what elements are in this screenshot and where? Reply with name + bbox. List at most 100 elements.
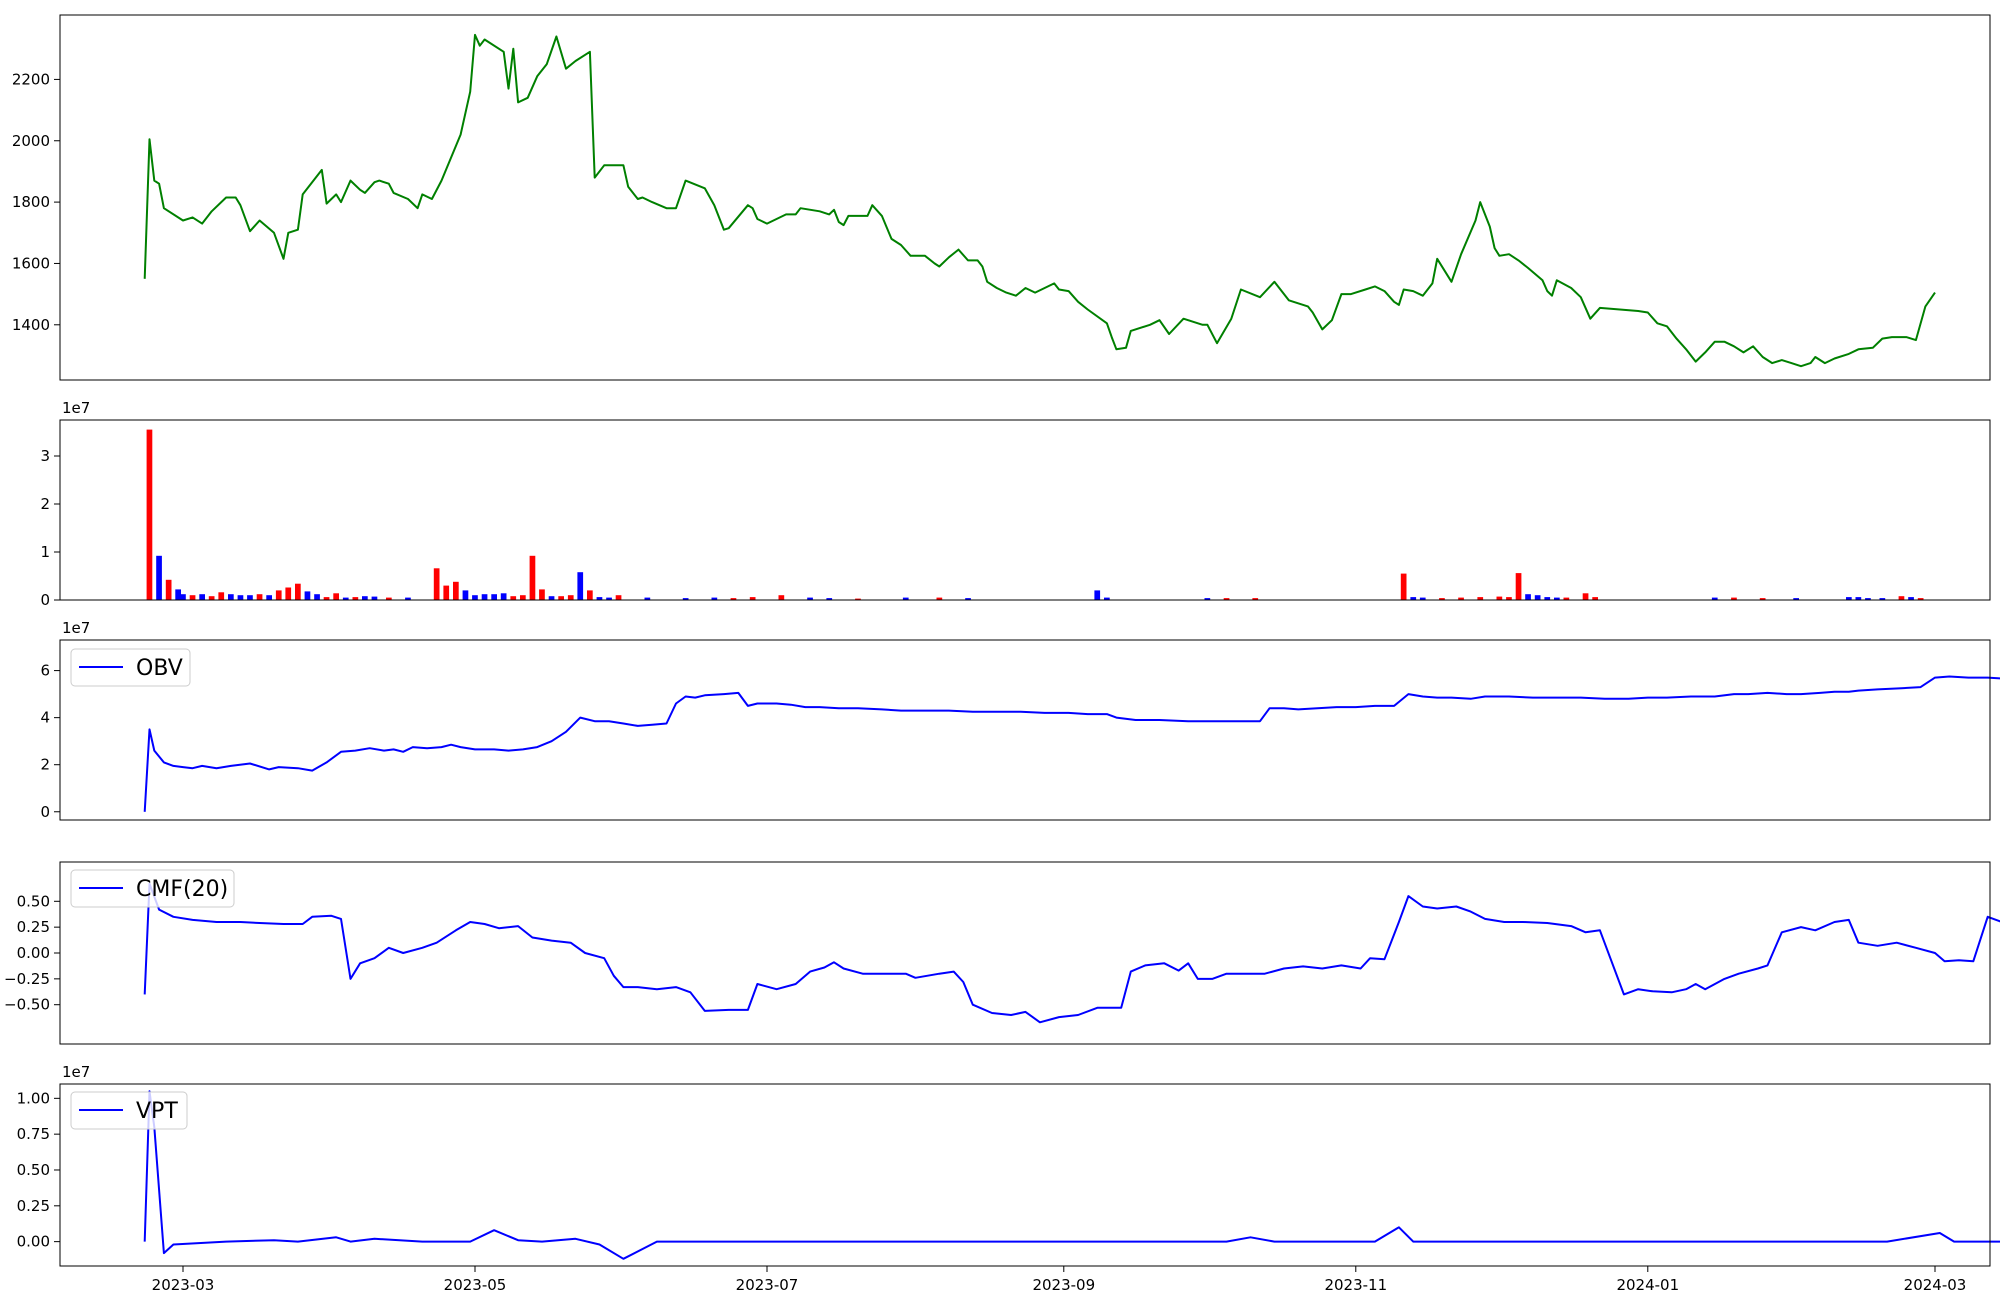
volume-bar: [362, 596, 368, 600]
x-tick-label: 2023-11: [1324, 1276, 1387, 1294]
volume-bar: [275, 590, 282, 600]
volume-bar: [189, 595, 196, 600]
volume-bar: [1223, 598, 1230, 600]
vpt-axes-frame: [59, 1083, 1991, 1267]
vpt-legend-box: [70, 1091, 188, 1130]
volume-bar: [314, 594, 320, 600]
vpt-panel: 0.000.250.500.751.00 2023-03 2023-05 2023-…: [17, 1063, 2000, 1294]
vpt-line-group: [143, 1090, 2000, 1260]
volume-offset-text: 1e7: [62, 399, 90, 417]
volume-bar: [1865, 598, 1871, 600]
volume-bar: [1506, 597, 1512, 600]
price-ytick-label: 1800: [12, 193, 50, 211]
volume-ytick-label: 3: [40, 447, 50, 465]
cmf-legend-box: [70, 869, 235, 908]
volume-ytick-label: 0: [40, 591, 50, 609]
volume-bar: [548, 596, 555, 600]
volume-bar: [965, 598, 971, 600]
vpt-legend-label: VPT: [136, 1099, 178, 1124]
volume-bar: [247, 595, 253, 600]
volume-bar: [936, 597, 943, 600]
volume-bar: [218, 592, 225, 600]
volume-bar: [1534, 595, 1541, 600]
volume-ytick-label: 1: [40, 543, 50, 561]
volume-panel: 0 1 2 3 1e7: [40, 399, 1991, 609]
obv-axes-frame: [59, 639, 1991, 821]
obv-line-group: [143, 675, 2000, 812]
obv-ytick-label: 4: [40, 709, 50, 727]
price-ytick-label: 2200: [12, 70, 50, 88]
x-tick-label: 2023-03: [152, 1276, 215, 1294]
volume-bar: [1582, 593, 1589, 600]
volume-bar: [1855, 597, 1862, 600]
volume-bar: [443, 585, 450, 600]
volume-bar: [1793, 598, 1799, 600]
volume-bar: [1759, 598, 1766, 600]
volume-bar: [462, 590, 469, 600]
vpt-ytick-label: 0.75: [17, 1125, 50, 1143]
volume-bar: [405, 597, 411, 600]
obv-panel: 0 2 4 6 1e7 OBV: [40, 619, 2000, 821]
volume-bar: [371, 596, 378, 600]
volume-bar: [1094, 590, 1101, 600]
volume-bar: [433, 568, 440, 600]
volume-bar: [1917, 598, 1924, 600]
volume-bar: [567, 595, 574, 600]
volume-bar: [1515, 573, 1522, 600]
volume-bar: [1544, 597, 1551, 600]
volume-bar: [453, 581, 459, 600]
volume-bar: [902, 597, 909, 600]
obv-ytick-label: 0: [40, 803, 50, 821]
volume-bar: [1908, 597, 1914, 600]
cmf-legend: CMF(20): [70, 869, 235, 908]
volume-bar: [146, 429, 153, 600]
cmf-ytick-label: −0.25: [4, 970, 50, 988]
volume-bar: [165, 579, 172, 600]
volume-bar: [1410, 597, 1417, 600]
volume-bar: [1458, 597, 1464, 600]
vpt-ytick-label: 0.25: [17, 1197, 50, 1215]
obv-legend-box: [70, 648, 191, 687]
volume-bar: [342, 597, 349, 600]
volume-bar: [826, 598, 833, 600]
obv-legend-label: OBV: [136, 656, 183, 681]
volume-bar: [1563, 597, 1570, 600]
volume-bar: [266, 595, 272, 600]
volume-bar: [323, 597, 330, 600]
price-ytick-label: 2000: [12, 132, 50, 150]
obv-offset-text: 1e7: [62, 619, 90, 637]
volume-bar: [730, 598, 737, 600]
volume-bar: [285, 587, 292, 600]
volume-bar: [199, 594, 205, 600]
volume-bar: [295, 583, 301, 600]
x-tick-label: 2023-09: [1032, 1276, 1095, 1294]
volume-bar: [180, 594, 186, 600]
volume-bar: [333, 593, 339, 600]
vpt-ytick-label: 0.50: [17, 1161, 50, 1179]
volume-bar: [1525, 594, 1531, 600]
volume-bar: [481, 594, 488, 600]
volume-bar: [1731, 597, 1737, 600]
cmf-axes-frame: [59, 861, 1991, 1045]
volume-bars-group: [146, 429, 1924, 600]
volume-bar: [175, 589, 181, 600]
volume-bar: [539, 589, 545, 600]
volume-bar: [596, 597, 603, 600]
cmf-line-group: [143, 882, 2000, 1024]
volume-bar: [644, 597, 651, 600]
volume-bar: [587, 590, 593, 600]
price-y-axis: 1400 1600 1800 2000 2200: [12, 70, 60, 334]
volume-bar: [711, 597, 718, 600]
volume-bar: [1419, 597, 1426, 600]
volume-bar: [1711, 597, 1718, 600]
cmf-y-axis: −0.50 −0.25 0.00 0.25 0.50: [4, 892, 60, 1014]
volume-bar: [855, 598, 861, 600]
volume-bar: [237, 595, 244, 600]
volume-bar: [749, 597, 756, 600]
cmf-ytick-label: −0.50: [4, 996, 50, 1014]
volume-bar: [1592, 597, 1598, 600]
volume-ytick-label: 2: [40, 495, 50, 513]
volume-bar: [577, 572, 584, 600]
volume-bar: [1879, 598, 1886, 600]
